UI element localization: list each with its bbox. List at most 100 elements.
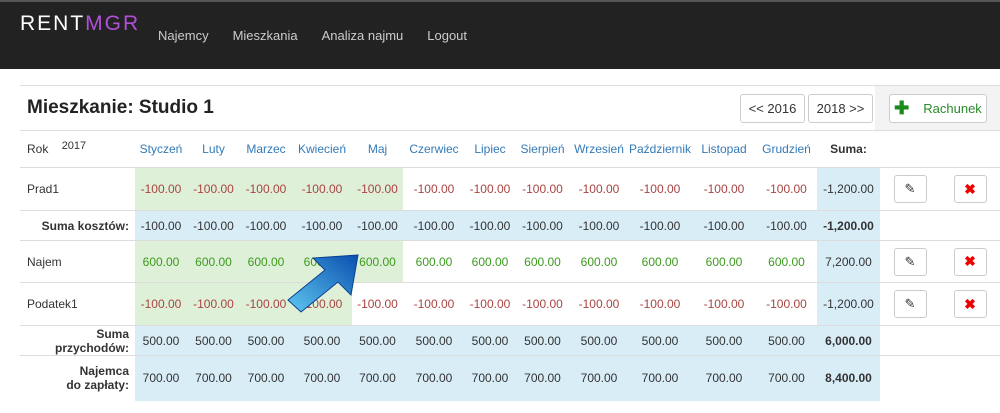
month-header[interactable]: Październik <box>628 130 692 168</box>
month-header[interactable]: Czerwiec <box>403 130 465 168</box>
month-value-cell[interactable]: -100.00 <box>756 282 817 326</box>
year-label: Rok <box>27 142 49 156</box>
month-value-cell[interactable]: -100.00 <box>135 167 187 211</box>
month-header[interactable]: Styczeń <box>135 130 187 168</box>
page-title: Mieszkanie: Studio 1 <box>27 97 214 118</box>
month-header[interactable]: Wrzesień <box>570 130 628 168</box>
month-value-cell[interactable]: -100.00 <box>240 167 292 211</box>
month-value-cell[interactable]: -100.00 <box>756 167 817 211</box>
month-value-cell[interactable]: -100.00 <box>515 167 570 211</box>
edit-button[interactable]: ✎ <box>893 247 927 276</box>
month-value-cell[interactable]: -100.00 <box>292 167 352 211</box>
month-value-cell: -100.00 <box>465 210 515 241</box>
month-value-cell: 700.00 <box>628 355 692 401</box>
month-value-cell: 700.00 <box>292 355 352 401</box>
next-year-button[interactable]: 2018 >> <box>808 94 873 123</box>
table-row: Najem 600.00 600.00 600.00 600.00 600.00 600.0… <box>20 240 1000 283</box>
month-value-cell[interactable]: -100.00 <box>570 167 628 211</box>
delete-button[interactable]: ✖ <box>953 247 987 276</box>
delete-button[interactable]: ✖ <box>953 175 987 203</box>
month-value-cell[interactable]: 600.00 <box>465 240 515 283</box>
nav-najemcy[interactable]: Najemcy <box>158 28 209 43</box>
table-row: Prad1 -100.00 -100.00 -100.00 -100.00 -100.00… <box>20 167 1000 211</box>
month-header[interactable]: Luty <box>187 130 240 168</box>
month-value-cell: 700.00 <box>465 355 515 401</box>
table-row: Najemca do zapłaty: 700.00 700.00 700.00 700.… <box>20 355 1000 401</box>
month-value-cell: 500.00 <box>570 325 628 356</box>
add-area: ✚ Rachunek <box>875 86 1000 131</box>
row-sum: -1,200.00 <box>817 282 880 326</box>
month-value-cell: -100.00 <box>570 210 628 241</box>
month-value-cell: -100.00 <box>187 210 240 241</box>
table-row: Podatek1 -100.00 -100.00 -100.00 -100.00 -100… <box>20 282 1000 326</box>
month-value-cell[interactable]: -100.00 <box>403 282 465 326</box>
month-value-cell[interactable]: -100.00 <box>465 167 515 211</box>
month-header[interactable]: Kwiecień <box>292 130 352 168</box>
month-value-cell[interactable]: 600.00 <box>352 240 403 283</box>
page-header: Mieszkanie: Studio 1 << 2016 2018 >> ✚ R… <box>20 85 1000 131</box>
month-value-cell[interactable]: 600.00 <box>403 240 465 283</box>
month-value-cell[interactable]: -100.00 <box>403 167 465 211</box>
month-value-cell[interactable]: 600.00 <box>515 240 570 283</box>
month-value-cell[interactable]: -100.00 <box>352 282 403 326</box>
delete-button[interactable]: ✖ <box>953 290 987 318</box>
month-value-cell: 500.00 <box>403 325 465 356</box>
close-icon: ✖ <box>964 180 976 197</box>
month-header[interactable]: Sierpień <box>515 130 570 168</box>
month-header[interactable]: Lipiec <box>465 130 515 168</box>
month-value-cell[interactable]: -100.00 <box>135 282 187 326</box>
month-header[interactable]: Grudzień <box>756 130 817 168</box>
pencil-icon: ✎ <box>904 296 916 311</box>
month-value-cell: 700.00 <box>692 355 756 401</box>
month-value-cell[interactable]: 600.00 <box>187 240 240 283</box>
year-value[interactable]: 2017 <box>61 140 87 152</box>
month-value-cell: 500.00 <box>628 325 692 356</box>
month-value-cell: 500.00 <box>240 325 292 356</box>
month-value-cell: -100.00 <box>240 210 292 241</box>
nav-logout[interactable]: Logout <box>427 28 468 43</box>
row-label: Podatek1 <box>20 282 135 326</box>
month-value-cell[interactable]: 600.00 <box>570 240 628 283</box>
month-value-cell[interactable]: -100.00 <box>187 282 240 326</box>
edit-button[interactable]: ✎ <box>893 175 927 203</box>
month-value-cell[interactable]: -100.00 <box>240 282 292 326</box>
month-value-cell: -100.00 <box>135 210 187 241</box>
navbar: RENTMGR Najemcy Mieszkania Analiza najmu… <box>0 0 1000 69</box>
row-sum: 7,200.00 <box>817 240 880 283</box>
month-value-cell[interactable]: 600.00 <box>756 240 817 283</box>
add-bill-label: Rachunek <box>923 101 982 116</box>
pencil-icon: ✎ <box>904 253 916 269</box>
close-icon: ✖ <box>964 295 976 312</box>
month-value-cell: 700.00 <box>403 355 465 401</box>
bills-table: Rok 2017 Styczeń Luty Marzec Kwiecień Maj Czer… <box>20 130 1000 401</box>
nav-analiza-najmu[interactable]: Analiza najmu <box>321 28 404 43</box>
month-value-cell: -100.00 <box>515 210 570 241</box>
month-header[interactable]: Maj <box>352 130 403 168</box>
month-value-cell[interactable]: -100.00 <box>352 167 403 211</box>
row-label: Najem <box>20 240 135 283</box>
month-header[interactable]: Marzec <box>240 130 292 168</box>
month-value-cell[interactable]: -100.00 <box>465 282 515 326</box>
logo[interactable]: RENTMGR <box>20 12 140 36</box>
month-value-cell[interactable]: 600.00 <box>135 240 187 283</box>
month-header[interactable]: Listopad <box>692 130 756 168</box>
month-value-cell[interactable]: 600.00 <box>692 240 756 283</box>
month-value-cell[interactable]: -100.00 <box>628 167 692 211</box>
month-value-cell: 700.00 <box>515 355 570 401</box>
month-value-cell[interactable]: -100.00 <box>515 282 570 326</box>
month-value-cell[interactable]: -100.00 <box>692 282 756 326</box>
month-value-cell[interactable]: -100.00 <box>628 282 692 326</box>
month-value-cell[interactable]: 600.00 <box>628 240 692 283</box>
month-value-cell[interactable]: 600.00 <box>240 240 292 283</box>
edit-button[interactable]: ✎ <box>893 290 927 318</box>
prev-year-button[interactable]: << 2016 <box>740 94 805 123</box>
logo-accent-text: MGR <box>85 12 141 35</box>
table-row: Suma kosztów: -100.00 -100.00 -100.00 -100.0… <box>20 210 1000 241</box>
month-value-cell[interactable]: -100.00 <box>692 167 756 211</box>
close-icon: ✖ <box>964 253 976 269</box>
month-value-cell[interactable]: -100.00 <box>570 282 628 326</box>
add-bill-button[interactable]: ✚ Rachunek <box>889 94 987 123</box>
month-value-cell[interactable]: -100.00 <box>187 167 240 211</box>
nav-mieszkania[interactable]: Mieszkania <box>232 28 298 43</box>
month-value-cell: -100.00 <box>756 210 817 241</box>
